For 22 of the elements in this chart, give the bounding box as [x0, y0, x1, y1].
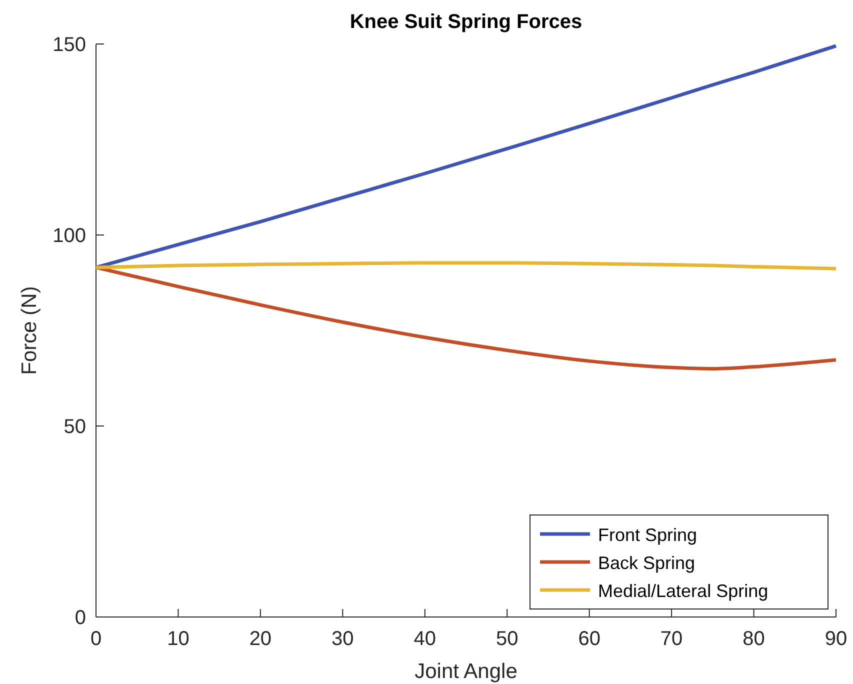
y-axis-title: Force (N): [18, 286, 41, 375]
line-series: [94, 266, 838, 370]
x-tick-label: 20: [249, 628, 272, 650]
x-axis-title: Joint Angle: [414, 660, 518, 683]
chart-title: Knee Suit Spring Forces: [350, 11, 582, 33]
x-tick-label: 60: [578, 628, 600, 650]
legend-label: Medial/Lateral Spring: [598, 581, 768, 601]
y-tick-label: 150: [52, 34, 86, 56]
x-tick-label: 30: [332, 628, 354, 650]
legend-label: Back Spring: [598, 553, 696, 573]
legend-label: Front Spring: [598, 525, 698, 545]
x-tick-label: 40: [414, 628, 436, 650]
x-tick-label: 90: [824, 628, 848, 650]
x-tick-label: 10: [167, 628, 190, 650]
y-tick-label: 100: [52, 225, 86, 247]
line-series: [94, 44, 838, 270]
y-tick-label: 50: [64, 416, 86, 438]
y-tick-label: 0: [74, 607, 86, 629]
x-tick-label: 0: [90, 628, 102, 650]
x-tick-label: 70: [660, 628, 683, 650]
x-tick-label: 80: [742, 628, 765, 650]
x-tick-label: 50: [496, 628, 518, 650]
